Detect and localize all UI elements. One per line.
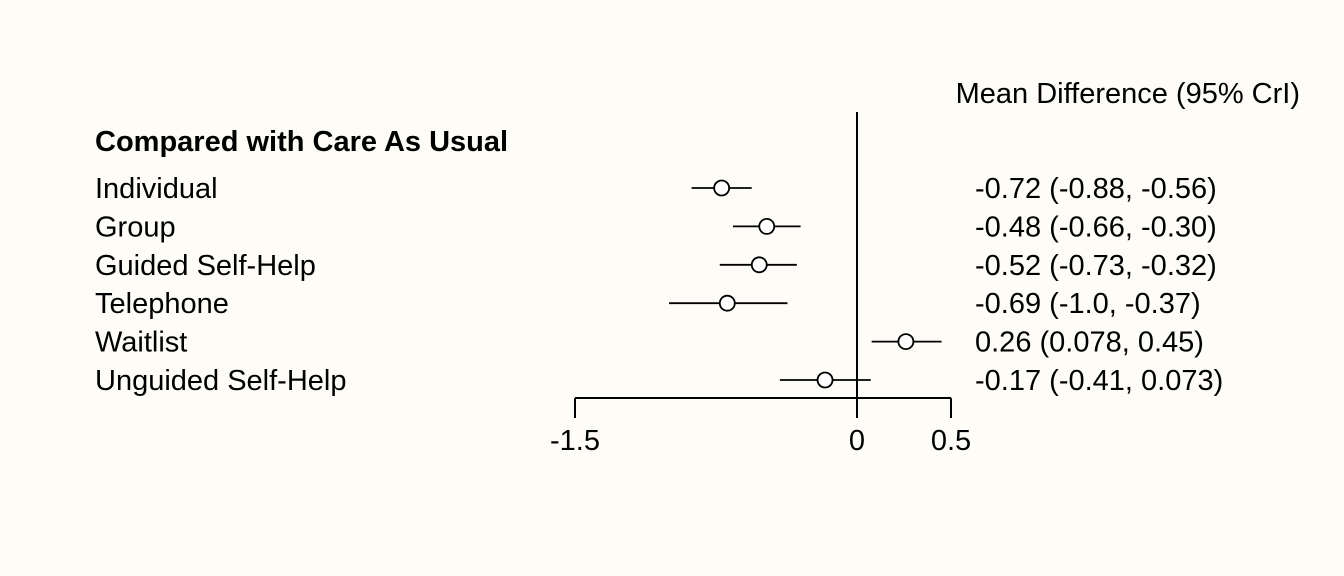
forest-row: Waitlist 0.26 (0.078, 0.45) [95,327,1204,359]
row-label: Waitlist [95,327,187,359]
forest-rows: Individual -0.72 (-0.88, -0.56) Group -0.48… [95,112,1223,398]
ci-text: -0.69 (-1.0, -0.37) [975,288,1201,320]
point-estimate [758,217,776,235]
x-axis: -1.5 0 0.5 [550,397,971,457]
x-tick-label: 0 [849,425,865,457]
ci-text: -0.17 (-0.41, 0.073) [975,365,1223,397]
point-estimate [816,371,834,389]
ci-text: -0.48 (-0.66, -0.30) [975,211,1217,243]
row-label: Individual [95,173,218,205]
row-label: Guided Self-Help [95,250,316,282]
forest-row: Unguided Self-Help -0.17 (-0.41, 0.073) [95,365,1223,397]
group-heading: Compared with Care As Usual [95,126,508,158]
forest-row: Telephone -0.69 (-1.0, -0.37) [95,288,1201,320]
ci-text: 0.26 (0.078, 0.45) [975,327,1204,359]
x-tick-label: 0.5 [931,425,971,457]
ci-text: -0.52 (-0.73, -0.32) [975,250,1217,282]
point-estimate [897,333,915,351]
point-estimate [718,294,736,312]
x-tick-label: -1.5 [550,425,600,457]
row-label: Telephone [95,288,229,320]
forest-row: Individual -0.72 (-0.88, -0.56) [95,173,1217,205]
forest-row: Group -0.48 (-0.66, -0.30) [95,211,1217,243]
ci-text: -0.72 (-0.88, -0.56) [975,173,1217,205]
row-label: Unguided Self-Help [95,365,346,397]
forest-row: Guided Self-Help -0.52 (-0.73, -0.32) [95,250,1217,282]
point-estimate [713,179,731,197]
point-estimate [750,256,768,274]
row-label: Group [95,211,176,243]
column-header: Mean Difference (95% CrI) [956,78,1300,110]
